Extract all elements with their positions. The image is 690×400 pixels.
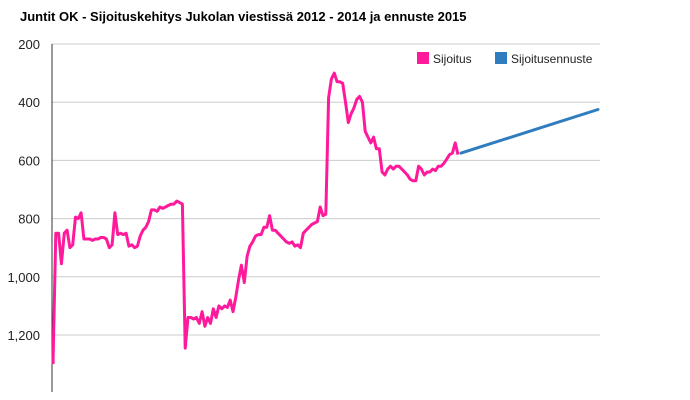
y-tick-label: 1,200 <box>7 328 40 343</box>
y-tick-label: 600 <box>18 153 40 168</box>
y-tick-label: 1,000 <box>7 270 40 285</box>
legend-label: Sijoitusennuste <box>511 52 593 66</box>
chart-title: Juntit OK - Sijoituskehitys Jukolan vies… <box>20 9 467 24</box>
legend-swatch <box>495 52 507 64</box>
y-tick-label: 400 <box>18 95 40 110</box>
series-line-sijoitusennuste <box>459 108 600 155</box>
legend-label: Sijoitus <box>433 52 472 66</box>
series-line-sijoitus <box>51 71 460 365</box>
y-tick-label: 800 <box>18 212 40 227</box>
y-tick-label: 200 <box>18 37 40 52</box>
legend-swatch <box>417 52 429 64</box>
